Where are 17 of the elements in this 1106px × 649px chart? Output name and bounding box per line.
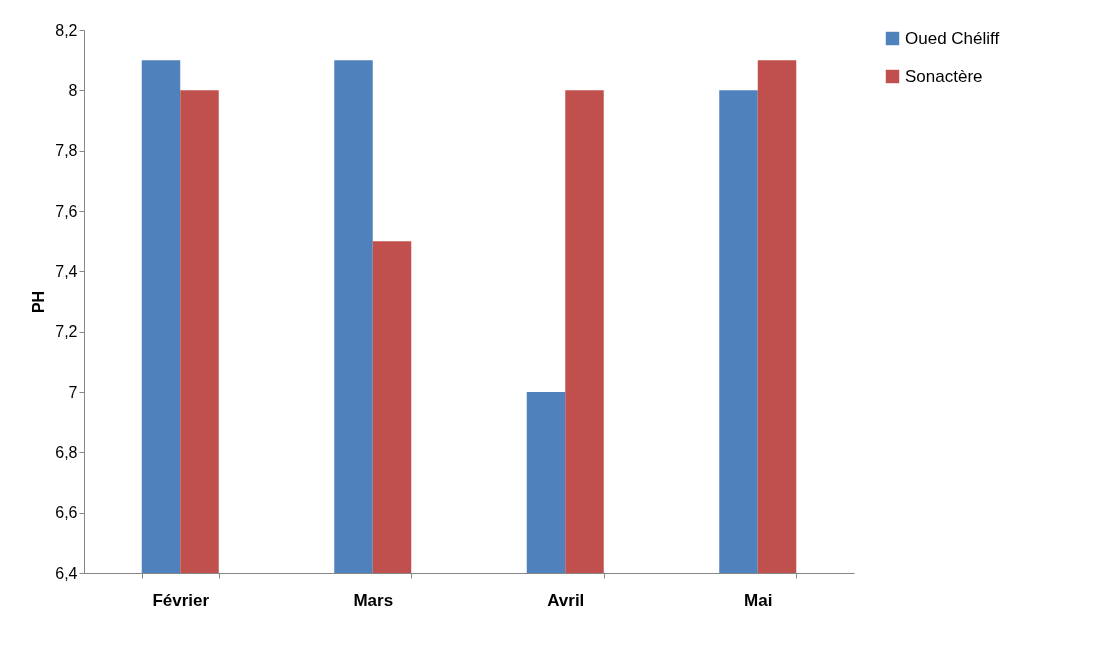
y-tick-label: 7 bbox=[68, 383, 78, 401]
y-tick-label: 8 bbox=[68, 81, 78, 99]
y-tick-label: 7,6 bbox=[55, 202, 78, 220]
y-tick-label: 6,6 bbox=[55, 504, 78, 522]
x-tick-label: Mai bbox=[744, 590, 773, 610]
y-tick-label: 6,8 bbox=[55, 443, 78, 461]
x-tick-label: Avril bbox=[547, 590, 585, 610]
y-axis-title: PH bbox=[30, 290, 48, 314]
y-tick-label: 7,2 bbox=[55, 323, 78, 341]
y-tick-label: 8,2 bbox=[55, 21, 78, 39]
legend-label: Sonactère bbox=[905, 66, 983, 86]
y-tick-label: 6,4 bbox=[55, 564, 78, 582]
legend-label: Oued Chéliff bbox=[905, 28, 1000, 48]
x-tick-label: Février bbox=[152, 590, 210, 610]
y-tick-label: 7,8 bbox=[55, 142, 78, 160]
x-tick-label: Mars bbox=[353, 590, 394, 610]
y-tick-label: 7,4 bbox=[55, 262, 78, 280]
